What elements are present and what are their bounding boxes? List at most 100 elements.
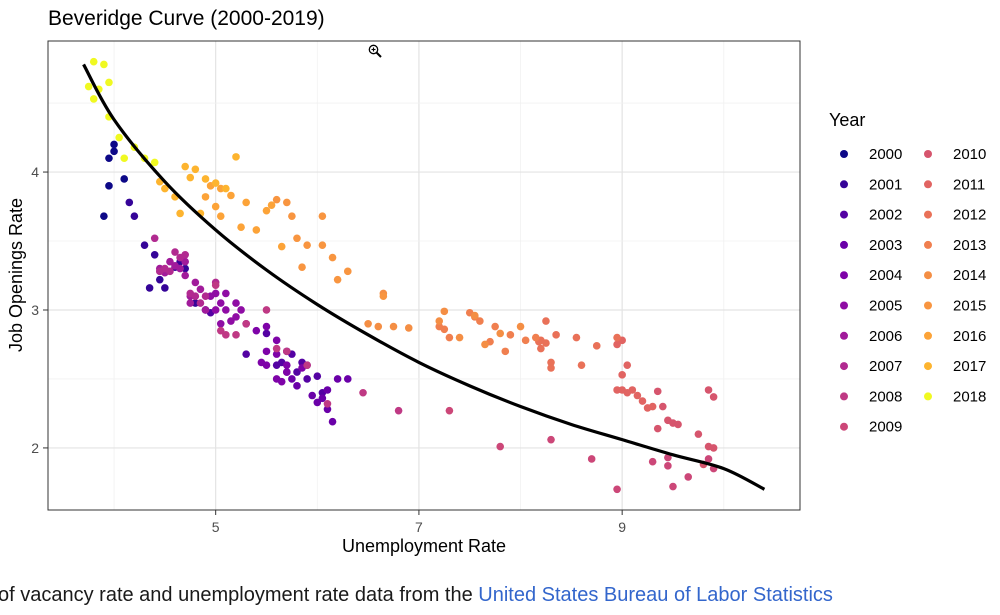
x-axis-label: Unemployment Rate bbox=[342, 536, 506, 556]
point-2015 bbox=[343, 267, 352, 276]
legend-label-2014: 2014 bbox=[953, 267, 986, 284]
point-2005 bbox=[222, 289, 230, 298]
legend-key-2010 bbox=[924, 150, 932, 158]
legend-label-2005: 2005 bbox=[869, 298, 902, 315]
legend-key-2004 bbox=[840, 271, 848, 280]
point-2011 bbox=[623, 361, 632, 369]
point-2007 bbox=[191, 292, 200, 300]
point-2010 bbox=[653, 424, 662, 433]
legend-label-2007: 2007 bbox=[869, 358, 902, 375]
point-2011 bbox=[613, 340, 621, 349]
point-2001 bbox=[140, 241, 149, 249]
point-2004 bbox=[272, 350, 281, 358]
point-2003 bbox=[288, 375, 296, 383]
point-2006 bbox=[166, 257, 174, 266]
point-2000 bbox=[110, 140, 118, 149]
point-2013 bbox=[440, 325, 449, 334]
point-2010 bbox=[694, 430, 703, 438]
beveridge-chart: Beveridge Curve (2000-2019) 5 7 9 2 3 4 Unemp… bbox=[6, 7, 986, 556]
point-2017 bbox=[222, 184, 230, 193]
legend-key-2005 bbox=[840, 301, 848, 310]
legend-label-2018: 2018 bbox=[953, 388, 986, 405]
point-2014 bbox=[471, 311, 479, 320]
legend-key-2007 bbox=[840, 362, 848, 371]
point-2017 bbox=[186, 173, 195, 182]
point-2003 bbox=[333, 375, 342, 383]
point-2015 bbox=[303, 241, 311, 249]
point-2014 bbox=[516, 322, 525, 331]
legend-key-2008 bbox=[840, 392, 848, 401]
point-2009 bbox=[704, 455, 713, 463]
y-tick-label: 2 bbox=[31, 440, 39, 456]
point-2009 bbox=[547, 435, 555, 444]
point-2003 bbox=[313, 398, 322, 407]
x-tick-label: 7 bbox=[415, 519, 423, 535]
point-2002 bbox=[242, 350, 250, 358]
point-2001 bbox=[130, 212, 139, 220]
point-2002 bbox=[313, 372, 322, 380]
point-2007 bbox=[150, 234, 159, 243]
legend-key-2012 bbox=[924, 210, 932, 219]
point-2014 bbox=[404, 324, 413, 332]
point-2009 bbox=[496, 442, 505, 451]
legend-label-2015: 2015 bbox=[953, 298, 986, 315]
point-2000 bbox=[120, 175, 129, 183]
point-2018 bbox=[120, 154, 129, 163]
point-2012 bbox=[577, 361, 586, 369]
point-2007 bbox=[196, 299, 205, 307]
point-2017 bbox=[161, 184, 169, 193]
bls-link[interactable]: United States Bureau of Labor Statistics bbox=[478, 584, 833, 606]
point-2007 bbox=[166, 267, 174, 276]
point-2012 bbox=[552, 331, 560, 339]
y-tick-label: 4 bbox=[31, 164, 39, 180]
scatter-points bbox=[84, 57, 718, 494]
point-2010 bbox=[704, 386, 713, 394]
point-2004 bbox=[283, 361, 291, 369]
point-2008 bbox=[242, 319, 250, 328]
legend-key-2016 bbox=[924, 331, 932, 340]
point-2010 bbox=[659, 402, 667, 411]
caption: of vacancy rate and unemployment rate da… bbox=[0, 584, 833, 607]
point-2006 bbox=[176, 264, 184, 273]
point-2016 bbox=[211, 202, 220, 211]
point-2017 bbox=[176, 209, 184, 218]
legend-label-2001: 2001 bbox=[869, 176, 902, 193]
point-2000 bbox=[100, 212, 108, 220]
point-2016 bbox=[252, 226, 261, 234]
point-2009 bbox=[587, 455, 596, 463]
y-tick-label: 3 bbox=[31, 302, 39, 318]
point-2017 bbox=[201, 175, 210, 183]
point-2018 bbox=[84, 82, 93, 91]
point-2008 bbox=[211, 281, 220, 289]
point-2008 bbox=[283, 347, 291, 356]
point-2010 bbox=[653, 387, 662, 396]
legend-key-2003 bbox=[840, 240, 848, 249]
point-2014 bbox=[440, 307, 449, 316]
point-2003 bbox=[323, 386, 332, 394]
point-2016 bbox=[237, 223, 245, 232]
point-2014 bbox=[496, 329, 505, 338]
point-2006 bbox=[181, 257, 189, 266]
legend-key-2014 bbox=[924, 271, 932, 280]
point-2009 bbox=[684, 473, 693, 481]
point-2007 bbox=[181, 251, 189, 259]
fit-curve bbox=[82, 63, 766, 491]
point-2001 bbox=[150, 251, 159, 259]
legend-label-2009: 2009 bbox=[869, 419, 902, 436]
plot-panel bbox=[48, 41, 800, 510]
point-2013 bbox=[531, 333, 540, 342]
legend-key-2018 bbox=[924, 392, 932, 401]
point-2012 bbox=[537, 344, 545, 353]
point-2006 bbox=[191, 278, 200, 287]
point-2016 bbox=[262, 206, 271, 215]
point-2010 bbox=[669, 419, 677, 427]
point-2008 bbox=[303, 361, 311, 369]
point-2016 bbox=[216, 212, 225, 220]
legend-key-2002 bbox=[840, 210, 848, 219]
point-2018 bbox=[100, 60, 108, 69]
point-2015 bbox=[333, 275, 342, 284]
point-2014 bbox=[435, 317, 444, 325]
point-2000 bbox=[105, 154, 113, 163]
point-2006 bbox=[196, 285, 205, 294]
point-2013 bbox=[521, 336, 530, 345]
